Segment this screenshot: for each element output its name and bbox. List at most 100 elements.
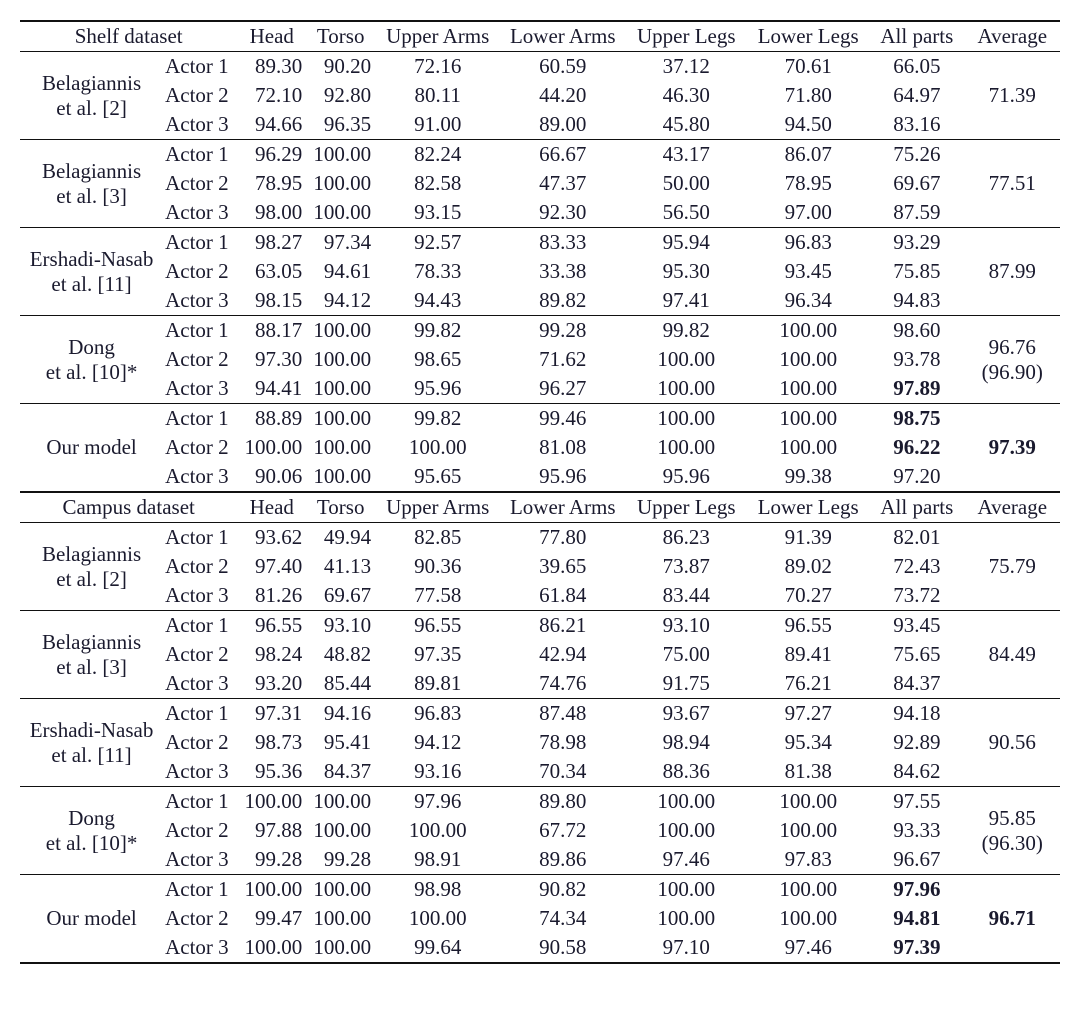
table-cell: 97.27 [747,699,869,729]
table-cell: 96.55 [747,611,869,641]
actor-label: Actor 2 [163,904,237,933]
table-cell: 100.00 [747,433,869,462]
table-cell: 93.29 [869,228,964,258]
table-cell: 89.41 [747,640,869,669]
table-cell: 93.10 [625,611,747,641]
column-header: Lower Legs [747,21,869,52]
table-cell: 100.00 [306,462,375,492]
table-cell: 49.94 [306,523,375,553]
table-cell: 90.58 [500,933,625,963]
table-cell: 97.10 [625,933,747,963]
average-cell: 87.99 [965,228,1060,316]
table-cell: 81.38 [747,757,869,787]
table-cell: 69.67 [306,581,375,611]
table-cell: 100.00 [237,875,306,905]
table-cell: 88.89 [237,404,306,434]
table-cell: 61.84 [500,581,625,611]
actor-label: Actor 2 [163,169,237,198]
table-cell: 71.80 [747,81,869,110]
table-cell: 100.00 [306,316,375,346]
table-cell: 100.00 [306,404,375,434]
average-cell: 75.79 [965,523,1060,611]
actor-label: Actor 1 [163,52,237,82]
table-cell: 100.00 [306,933,375,963]
table-cell: 89.30 [237,52,306,82]
table-cell: 33.38 [500,257,625,286]
actor-label: Actor 1 [163,611,237,641]
table-cell: 89.81 [375,669,500,699]
table-cell: 74.76 [500,669,625,699]
table-cell: 89.00 [500,110,625,140]
table-cell: 83.16 [869,110,964,140]
column-header: Head [237,492,306,523]
table-cell: 100.00 [747,787,869,817]
table-cell: 93.15 [375,198,500,228]
table-cell: 37.12 [625,52,747,82]
table-cell: 80.11 [375,81,500,110]
table-cell: 99.38 [747,462,869,492]
table-cell: 100.00 [375,433,500,462]
table-cell: 96.34 [747,286,869,316]
table-cell: 77.58 [375,581,500,611]
table-cell: 75.65 [869,640,964,669]
actor-label: Actor 2 [163,81,237,110]
table-cell: 95.96 [375,374,500,404]
table-cell: 95.96 [625,462,747,492]
average-cell: 96.76(96.90) [965,316,1060,404]
method-name: Belagianniset al. [2] [20,52,163,140]
table-cell: 76.21 [747,669,869,699]
table-cell: 93.45 [747,257,869,286]
table-cell: 86.21 [500,611,625,641]
table-cell: 97.55 [869,787,964,817]
actor-label: Actor 1 [163,523,237,553]
table-cell: 95.94 [625,228,747,258]
column-header: Upper Arms [375,21,500,52]
table-cell: 93.45 [869,611,964,641]
method-name: Belagianniset al. [2] [20,523,163,611]
table-cell: 89.80 [500,787,625,817]
table-cell: 93.20 [237,669,306,699]
table-cell: 100.00 [625,404,747,434]
table-cell: 84.62 [869,757,964,787]
actor-label: Actor 3 [163,198,237,228]
table-cell: 99.28 [237,845,306,875]
table-cell: 93.16 [375,757,500,787]
table-cell: 94.16 [306,699,375,729]
table-cell: 75.00 [625,640,747,669]
table-cell: 97.96 [869,875,964,905]
table-cell: 97.20 [869,462,964,492]
table-cell: 73.87 [625,552,747,581]
table-cell: 100.00 [306,345,375,374]
table-cell: 96.55 [237,611,306,641]
table-cell: 91.39 [747,523,869,553]
table-cell: 84.37 [869,669,964,699]
actor-label: Actor 3 [163,110,237,140]
table-cell: 99.64 [375,933,500,963]
table-cell: 69.67 [869,169,964,198]
table-cell: 87.59 [869,198,964,228]
table-cell: 98.94 [625,728,747,757]
column-header: All parts [869,21,964,52]
table-cell: 99.46 [500,404,625,434]
method-name: Our model [20,875,163,964]
table-cell: 90.06 [237,462,306,492]
actor-label: Actor 2 [163,345,237,374]
table-cell: 96.27 [500,374,625,404]
table-cell: 91.00 [375,110,500,140]
table-cell: 96.83 [747,228,869,258]
table-cell: 50.00 [625,169,747,198]
actor-label: Actor 1 [163,228,237,258]
table-cell: 95.96 [500,462,625,492]
table-cell: 93.67 [625,699,747,729]
column-header: Lower Legs [747,492,869,523]
table-cell: 96.35 [306,110,375,140]
table-cell: 98.91 [375,845,500,875]
average-cell: 71.39 [965,52,1060,140]
table-cell: 98.65 [375,345,500,374]
table-cell: 97.88 [237,816,306,845]
average-cell: 84.49 [965,611,1060,699]
method-name: Donget al. [10]* [20,316,163,404]
table-cell: 74.34 [500,904,625,933]
table-cell: 82.85 [375,523,500,553]
table-cell: 89.82 [500,286,625,316]
